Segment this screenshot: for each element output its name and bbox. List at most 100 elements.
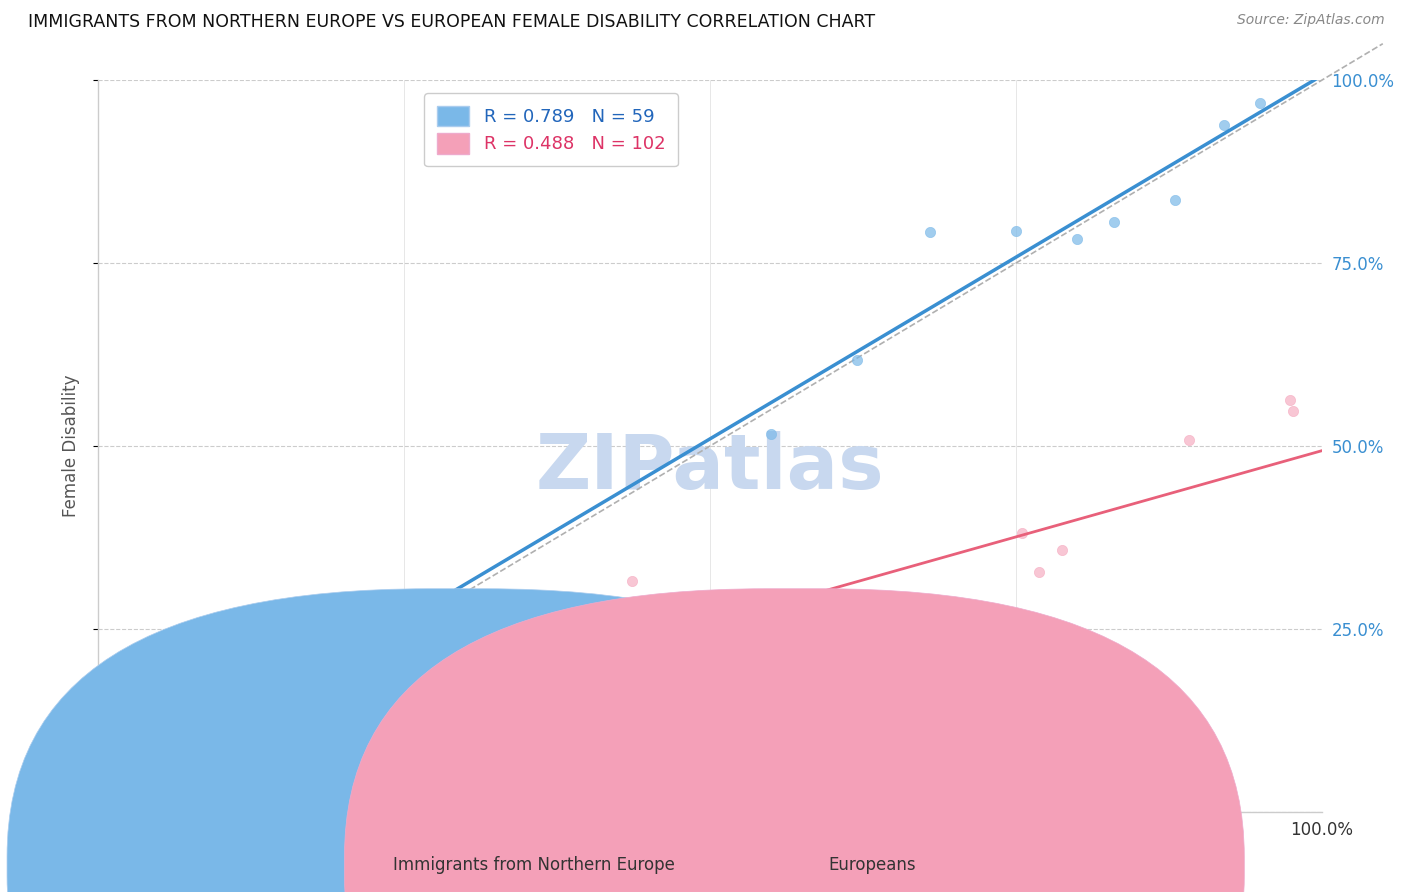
Point — [101, 805, 124, 819]
Point — [190, 728, 212, 742]
Point — [100, 744, 122, 758]
Point — [321, 677, 343, 691]
Point — [87, 770, 110, 784]
Point — [97, 782, 120, 797]
Point — [98, 684, 121, 698]
Point — [129, 784, 152, 798]
Point — [1028, 565, 1050, 579]
Point — [98, 805, 121, 819]
Point — [186, 749, 208, 764]
Point — [1102, 215, 1125, 229]
Point — [146, 731, 169, 745]
Point — [141, 800, 163, 814]
Point — [100, 783, 122, 797]
Point — [93, 805, 115, 819]
Legend: R = 0.789   N = 59, R = 0.488   N = 102: R = 0.789 N = 59, R = 0.488 N = 102 — [425, 93, 678, 166]
Point — [112, 798, 135, 813]
Point — [530, 720, 553, 734]
Point — [127, 804, 149, 818]
Text: ZIPatlas: ZIPatlas — [536, 431, 884, 505]
Point — [761, 427, 783, 442]
Point — [91, 797, 114, 812]
Point — [125, 805, 148, 819]
Point — [153, 805, 176, 819]
Point — [1282, 403, 1305, 417]
Point — [146, 780, 169, 795]
Point — [444, 679, 467, 693]
Point — [101, 805, 124, 819]
Point — [96, 769, 118, 783]
Point — [96, 723, 118, 738]
Point — [108, 805, 131, 819]
Point — [138, 805, 160, 819]
Point — [128, 776, 150, 790]
Point — [427, 741, 450, 756]
Text: Europeans: Europeans — [828, 856, 915, 874]
Point — [135, 694, 157, 708]
Point — [91, 765, 114, 780]
Point — [1004, 224, 1026, 238]
Point — [115, 805, 138, 819]
Point — [260, 771, 283, 785]
Point — [96, 745, 118, 759]
Point — [548, 720, 571, 734]
Point — [93, 805, 115, 819]
Point — [1249, 95, 1271, 110]
Point — [115, 805, 138, 819]
Point — [524, 709, 547, 723]
Point — [96, 735, 118, 749]
Point — [108, 778, 131, 792]
Point — [1212, 118, 1234, 132]
Point — [122, 768, 145, 782]
Point — [104, 802, 127, 816]
Point — [370, 611, 392, 625]
Point — [114, 733, 136, 747]
Point — [176, 708, 198, 723]
Point — [111, 764, 134, 778]
Point — [112, 720, 135, 734]
Point — [685, 648, 707, 663]
Point — [283, 764, 305, 778]
Point — [381, 745, 404, 759]
Point — [101, 741, 124, 756]
Point — [253, 782, 276, 797]
Point — [239, 666, 262, 681]
Point — [215, 695, 238, 709]
Point — [415, 720, 437, 734]
Point — [176, 763, 198, 777]
Text: IMMIGRANTS FROM NORTHERN EUROPE VS EUROPEAN FEMALE DISABILITY CORRELATION CHART: IMMIGRANTS FROM NORTHERN EUROPE VS EUROP… — [28, 13, 876, 31]
Point — [197, 805, 219, 819]
Point — [105, 758, 128, 772]
Point — [138, 784, 160, 798]
Point — [107, 801, 129, 815]
Y-axis label: Female Disability: Female Disability — [62, 375, 80, 517]
Point — [167, 743, 190, 757]
Point — [97, 805, 120, 819]
Point — [96, 805, 118, 819]
Point — [259, 709, 281, 723]
Point — [112, 780, 135, 795]
Point — [118, 771, 141, 785]
Point — [87, 805, 110, 819]
Point — [90, 741, 112, 756]
Point — [112, 805, 135, 819]
Point — [90, 805, 112, 819]
Point — [183, 756, 205, 770]
Point — [325, 639, 347, 653]
Text: Source: ZipAtlas.com: Source: ZipAtlas.com — [1237, 13, 1385, 28]
Point — [90, 785, 112, 799]
Point — [90, 794, 112, 808]
Point — [110, 739, 132, 753]
Point — [249, 688, 271, 702]
Point — [118, 799, 141, 814]
Point — [90, 805, 112, 819]
Point — [260, 645, 283, 659]
Point — [301, 699, 323, 714]
Point — [181, 709, 204, 723]
Point — [1164, 193, 1187, 207]
Point — [129, 798, 152, 813]
Point — [120, 805, 142, 819]
Point — [193, 742, 215, 756]
Point — [309, 682, 332, 697]
Point — [117, 805, 139, 819]
